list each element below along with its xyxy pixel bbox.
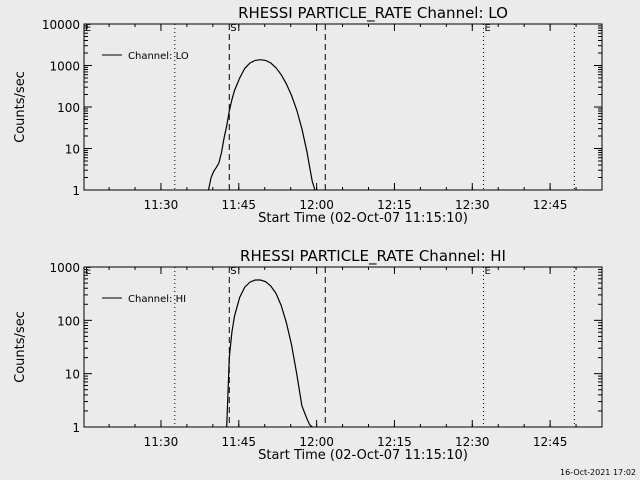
y-tick-label: 100: [57, 101, 80, 115]
x-tick-label: 12:15: [377, 435, 412, 449]
x-tick-label: 12:30: [455, 435, 490, 449]
x-tick-label: 12:00: [299, 435, 334, 449]
x-tick-label: 12:00: [299, 198, 334, 212]
x-tick-label: 12:45: [533, 198, 568, 212]
y-tick-label: 1: [72, 184, 80, 198]
legend-label: Channel: HI: [128, 294, 186, 305]
time-marker-label: E: [85, 266, 91, 277]
time-marker-label: S: [230, 266, 236, 277]
time-marker-label: E: [85, 23, 91, 34]
y-tick-label: 1000: [49, 60, 80, 74]
y-tick-label: 10000: [42, 18, 80, 32]
x-tick-label: 11:30: [144, 198, 179, 212]
series-line-channel-hi: [226, 279, 313, 428]
time-marker-label: E: [485, 23, 491, 34]
legend-label: Channel: LO: [128, 51, 189, 62]
y-tick-label: 1: [72, 421, 80, 435]
series-line-channel-lo: [207, 59, 316, 191]
chart-title: RHESSI PARTICLE_RATE Channel: LO: [238, 4, 508, 23]
plot-frame: [83, 23, 603, 191]
y-axis-label: Counts/sec: [13, 311, 28, 383]
y-tick-label: 1000: [49, 261, 80, 275]
x-tick-label: 11:30: [144, 435, 179, 449]
y-tick-label: 10: [65, 368, 80, 382]
plot-frame: [83, 266, 603, 428]
x-axis-label: Start Time (02-Oct-07 11:15:10): [258, 448, 468, 463]
y-tick-label: 10: [65, 143, 80, 157]
x-tick-label: 12:45: [533, 435, 568, 449]
y-axis-label: Counts/sec: [13, 71, 28, 143]
chart-title: RHESSI PARTICLE_RATE Channel: HI: [240, 247, 506, 266]
x-tick-label: 12:30: [455, 198, 490, 212]
footer-timestamp: 16-Oct-2021 17:02: [560, 468, 636, 477]
x-tick-label: 12:15: [377, 198, 412, 212]
x-axis-label: Start Time (02-Oct-07 11:15:10): [258, 211, 468, 226]
x-tick-label: 11:45: [221, 435, 256, 449]
y-tick-label: 100: [57, 314, 80, 328]
panel-hi: RHESSI PARTICLE_RATE Channel: HI 11:30 11:…: [13, 247, 603, 463]
panel-lo: RHESSI PARTICLE_RATE Channel: LO 11:30 11:…: [13, 4, 603, 226]
time-marker-label: E: [485, 266, 491, 277]
time-marker-label: S: [230, 23, 236, 34]
x-tick-label: 11:45: [221, 198, 256, 212]
